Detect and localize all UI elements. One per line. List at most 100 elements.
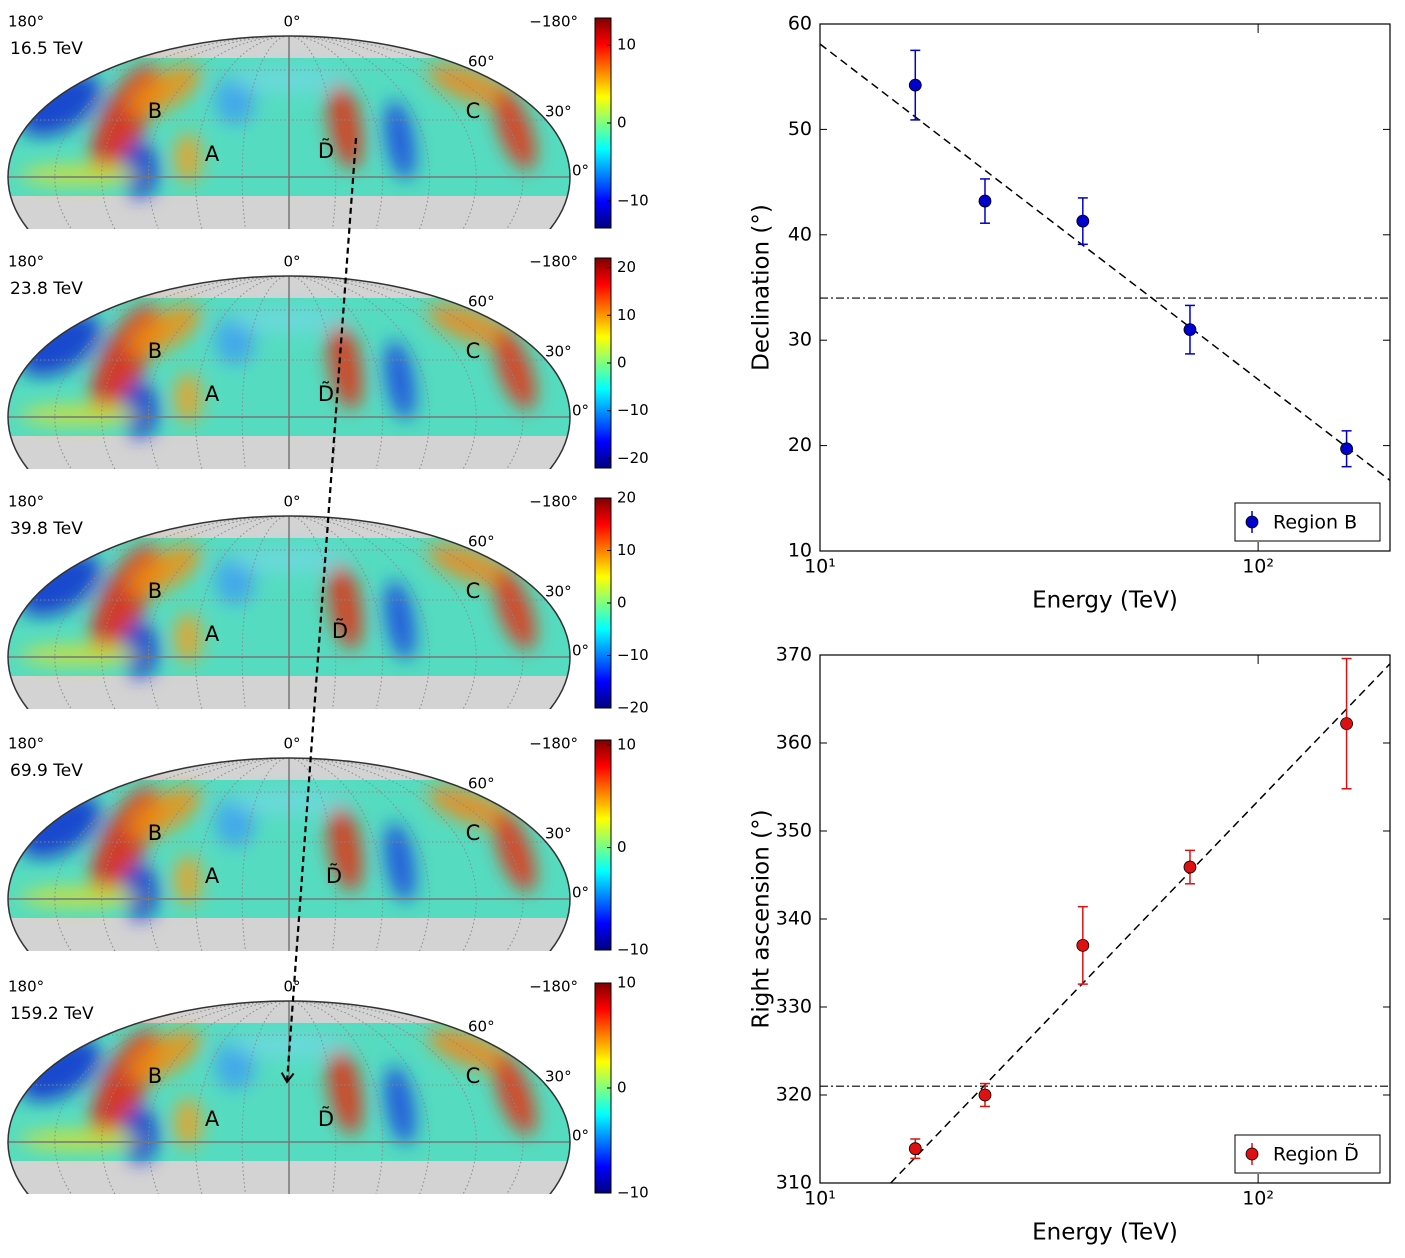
longitude-label: −180° [529, 13, 578, 31]
anisotropy-region [20, 887, 140, 907]
y-tick-label: 360 [776, 732, 812, 754]
data-point [908, 78, 922, 92]
region-label: C [466, 339, 481, 363]
region-label: D̃ [318, 1106, 334, 1131]
latitude-label: 0° [572, 884, 589, 902]
anisotropy-region [174, 373, 202, 423]
sky-map: 180° 0° −180° 39.8 TeV 60° 30° 0° B A D̃ C −20 −10 0 1… [7, 489, 649, 717]
map-title: 16.5 TeV [10, 39, 83, 59]
longitude-label: 180° [8, 13, 44, 31]
map-outline [7, 35, 571, 229]
latitude-label: 0° [572, 162, 589, 180]
y-axis-label: Right ascension (°) [749, 809, 775, 1028]
region-label: D̃ [326, 863, 342, 888]
legend-label: Region B [1273, 512, 1357, 534]
longitude-label: −180° [529, 735, 578, 753]
longitude-label: −180° [529, 253, 578, 271]
region-label: B [148, 339, 162, 363]
legend-label: Region D̃ [1273, 1143, 1359, 1165]
region-label: B [148, 99, 162, 123]
legend-box [1234, 502, 1381, 542]
region-label: A [205, 142, 220, 166]
region-label: B [148, 579, 162, 603]
anisotropy-region [427, 1028, 513, 1072]
map-outline [7, 515, 571, 709]
region-label: D̃ [332, 618, 348, 643]
colorbar-tick-label: 0 [617, 354, 627, 372]
fit-line [890, 663, 1390, 1183]
colorbar-tick-label: 20 [617, 258, 636, 276]
colorbar-tick-label: −20 [617, 449, 649, 467]
anisotropy-region [129, 544, 201, 596]
longitude-label: 0° [283, 253, 300, 271]
anisotropy-region [494, 1055, 536, 1135]
anisotropy-region [427, 63, 513, 107]
region-label: C [466, 821, 481, 845]
colorbar-tick-label: 0 [617, 838, 627, 856]
plot-frame [819, 654, 1391, 1184]
anisotropy-region [174, 613, 202, 663]
legend: Region B [1234, 502, 1381, 542]
anisotropy-region [327, 80, 363, 170]
anisotropy-region [174, 1098, 202, 1148]
x-tick-label: 10¹ [804, 1188, 836, 1210]
anisotropy-region [20, 645, 140, 665]
latitude-label: 60° [468, 533, 495, 551]
y-tick-label: 350 [776, 820, 812, 842]
anisotropy-region [122, 1107, 158, 1163]
anisotropy-region [129, 1029, 201, 1081]
anisotropy-region [327, 320, 363, 410]
anisotropy-region [129, 304, 201, 356]
colorbar-tick-label: −10 [617, 941, 649, 959]
colorbar-tick-label: −10 [617, 401, 649, 419]
colorbar-tick-label: 10 [617, 974, 636, 992]
y-tick-label: 370 [776, 644, 812, 666]
sky-map: 180° 0° −180° 16.5 TeV 60° 30° 0° B A D̃ C −10 0 10 [7, 13, 649, 229]
x-axis-label: Energy (TeV) [1032, 588, 1178, 614]
map-title: 159.2 TeV [10, 1004, 94, 1024]
anisotropy-region [230, 548, 350, 572]
colorbar-tick-label: 0 [617, 594, 627, 612]
colorbar-tick-label: 10 [617, 306, 636, 324]
colorbar [594, 739, 612, 951]
longitude-label: 180° [8, 735, 44, 753]
region-label: C [466, 1064, 481, 1088]
region-label: D̃ [318, 381, 334, 406]
data-point [1183, 860, 1197, 874]
anisotropy-region [20, 1130, 140, 1150]
x-axis-label: Energy (TeV) [1032, 1220, 1178, 1246]
latitude-label: 60° [468, 1018, 495, 1036]
latitude-label: 30° [545, 583, 572, 601]
sky-map: 180° 0° −180° 159.2 TeV 60° 30° 0° B A D̃ C −10 0 10 [7, 974, 649, 1202]
y-tick-label: 10 [788, 540, 812, 562]
x-tick-label: 10² [1242, 556, 1274, 578]
colorbar-tick-label: 10 [617, 36, 636, 54]
latitude-label: 0° [572, 642, 589, 660]
anisotropy-region [230, 68, 350, 92]
region-label: B [148, 821, 162, 845]
anisotropy-region [230, 1033, 350, 1057]
y-tick-label: 30 [788, 329, 812, 351]
plot-frame [819, 23, 1391, 552]
y-axis-label: Declination (°) [749, 204, 775, 371]
colorbar-tick-label: 0 [617, 1079, 627, 1097]
data-point [978, 1088, 992, 1102]
colorbar-tick-label: 10 [617, 541, 636, 559]
data-point [1183, 323, 1197, 337]
anisotropy-region [122, 864, 158, 920]
anisotropy-region [174, 855, 202, 905]
latitude-label: 60° [468, 293, 495, 311]
colorbar-tick-label: 0 [617, 114, 627, 132]
map-outline [7, 275, 571, 469]
region-label: A [205, 864, 220, 888]
longitude-label: 180° [8, 493, 44, 511]
anisotropy-region [230, 790, 350, 814]
region-label: A [205, 622, 220, 646]
y-tick-label: 340 [776, 908, 812, 930]
anisotropy-region [427, 303, 513, 347]
legend: Region D̃ [1234, 1134, 1381, 1174]
anisotropy-region [327, 802, 363, 892]
y-tick-label: 50 [788, 118, 812, 140]
colorbar-tick-label: −10 [617, 646, 649, 664]
